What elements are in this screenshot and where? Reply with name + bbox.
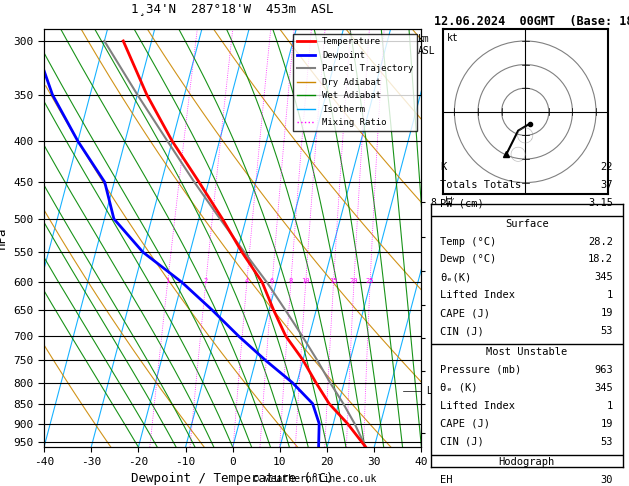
Text: 30: 30: [601, 475, 613, 485]
Text: CAPE (J): CAPE (J): [440, 419, 491, 429]
Text: 53: 53: [601, 327, 613, 336]
Text: 12.06.2024  00GMT  (Base: 18): 12.06.2024 00GMT (Base: 18): [434, 15, 629, 28]
Text: 10: 10: [301, 278, 310, 284]
Text: 4: 4: [245, 278, 249, 284]
Text: Most Unstable: Most Unstable: [486, 347, 567, 357]
Text: CIN (J): CIN (J): [440, 327, 484, 336]
X-axis label: Dewpoint / Temperature (°C): Dewpoint / Temperature (°C): [131, 472, 334, 486]
Text: kt: kt: [447, 33, 459, 43]
Text: EH: EH: [440, 475, 453, 485]
Text: Hodograph: Hodograph: [499, 457, 555, 467]
Text: 963: 963: [594, 365, 613, 375]
Text: CIN (J): CIN (J): [440, 436, 484, 447]
Text: 20: 20: [350, 278, 358, 284]
Text: 345: 345: [594, 273, 613, 282]
Text: 15: 15: [329, 278, 338, 284]
Text: 19: 19: [601, 309, 613, 318]
Y-axis label: hPa: hPa: [0, 227, 8, 249]
Text: θₑ (K): θₑ (K): [440, 383, 478, 393]
Text: © weatheronline.co.uk: © weatheronline.co.uk: [253, 473, 376, 484]
Text: CAPE (J): CAPE (J): [440, 309, 491, 318]
Y-axis label: Mixing Ratio (g/kg): Mixing Ratio (g/kg): [443, 174, 453, 302]
Text: Lifted Index: Lifted Index: [440, 291, 515, 300]
Text: Pressure (mb): Pressure (mb): [440, 365, 521, 375]
Text: 1: 1: [165, 278, 170, 284]
Legend: Temperature, Dewpoint, Parcel Trajectory, Dry Adiabat, Wet Adiabat, Isotherm, Mi: Temperature, Dewpoint, Parcel Trajectory…: [293, 34, 417, 131]
Text: 28.2: 28.2: [588, 237, 613, 246]
Text: 53: 53: [601, 436, 613, 447]
Text: 3.15: 3.15: [588, 198, 613, 208]
Text: 37: 37: [601, 180, 613, 190]
Text: LCL: LCL: [421, 386, 445, 396]
Text: Totals Totals: Totals Totals: [440, 180, 521, 190]
Text: Lifted Index: Lifted Index: [440, 401, 515, 411]
Text: PW (cm): PW (cm): [440, 198, 484, 208]
Text: K: K: [440, 162, 447, 172]
Text: θₑ(K): θₑ(K): [440, 273, 472, 282]
Text: Surface: Surface: [505, 219, 548, 228]
Text: Temp (°C): Temp (°C): [440, 237, 497, 246]
Text: Dewp (°C): Dewp (°C): [440, 255, 497, 264]
Text: km
ASL: km ASL: [418, 34, 436, 55]
Text: 19: 19: [601, 419, 613, 429]
Text: 8: 8: [289, 278, 293, 284]
Text: 6: 6: [270, 278, 274, 284]
Text: 25: 25: [366, 278, 374, 284]
Text: 345: 345: [594, 383, 613, 393]
Text: 22: 22: [601, 162, 613, 172]
Text: 1: 1: [607, 401, 613, 411]
Title: 1¸34'N  287°18'W  453m  ASL: 1¸34'N 287°18'W 453m ASL: [131, 2, 334, 16]
Text: 2: 2: [204, 278, 208, 284]
Text: 18.2: 18.2: [588, 255, 613, 264]
Text: 1: 1: [607, 291, 613, 300]
